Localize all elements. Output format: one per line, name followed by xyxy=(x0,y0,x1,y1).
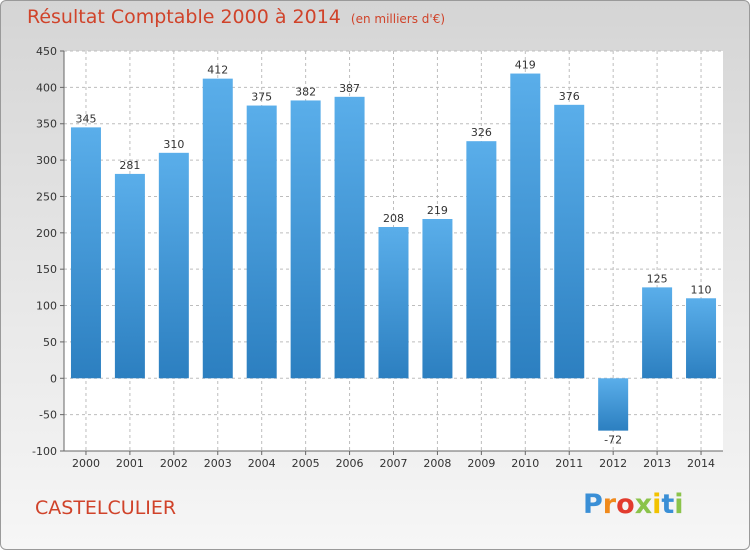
bar xyxy=(334,96,365,379)
logo-letter: x xyxy=(634,489,653,520)
bar xyxy=(510,73,541,379)
bar xyxy=(642,287,673,379)
y-tick-label: 450 xyxy=(36,45,57,58)
x-tick-label: 2001 xyxy=(116,457,144,470)
x-tick-label: 2013 xyxy=(643,457,671,470)
bar xyxy=(598,378,629,431)
logo-letter: i xyxy=(652,489,662,520)
data-label: 326 xyxy=(471,126,492,139)
data-label: 208 xyxy=(383,212,404,225)
data-label: 376 xyxy=(559,90,580,103)
x-tick-label: 2006 xyxy=(336,457,364,470)
x-tick-label: 2000 xyxy=(72,457,100,470)
y-tick-label: 50 xyxy=(43,336,57,349)
bar xyxy=(70,127,101,379)
proxiti-logo: Proxiti xyxy=(583,489,684,520)
bar xyxy=(158,152,189,379)
y-tick-label: -100 xyxy=(32,445,57,458)
logo-letter: i xyxy=(674,489,684,520)
y-tick-label: 100 xyxy=(36,300,57,313)
chart-subtitle: (en milliers d'€) xyxy=(350,12,446,26)
chart-title-text: Résultat Comptable 2000 à 2014 xyxy=(27,6,341,28)
x-tick-label: 2014 xyxy=(687,457,715,470)
data-label: 382 xyxy=(295,85,316,98)
bar xyxy=(114,173,145,379)
logo-letter: P xyxy=(583,489,603,520)
location-name: CASTELCULIER xyxy=(35,497,177,519)
x-tick-label: 2009 xyxy=(467,457,495,470)
x-tick-label: 2008 xyxy=(423,457,451,470)
y-tick-label: 250 xyxy=(36,190,57,203)
logo-letter: r xyxy=(602,489,617,520)
bar xyxy=(422,219,453,379)
data-label: -72 xyxy=(604,434,622,447)
y-tick-label: 350 xyxy=(36,118,57,131)
data-label: 375 xyxy=(251,91,272,104)
data-label: 110 xyxy=(691,283,712,296)
data-label: 125 xyxy=(647,272,668,285)
chart-title: Résultat Comptable 2000 à 2014 (en millie… xyxy=(27,6,445,28)
data-label: 345 xyxy=(75,112,96,125)
bar xyxy=(378,227,409,379)
x-tick-label: 2011 xyxy=(555,457,583,470)
data-label: 281 xyxy=(119,159,140,172)
x-tick-label: 2003 xyxy=(204,457,232,470)
bar xyxy=(290,100,321,379)
y-tick-label: 200 xyxy=(36,227,57,240)
x-tick-label: 2005 xyxy=(292,457,320,470)
y-tick-label: 150 xyxy=(36,263,57,276)
data-label: 310 xyxy=(163,138,184,151)
logo-letter: t xyxy=(661,489,675,520)
x-tick-label: 2007 xyxy=(380,457,408,470)
data-label: 219 xyxy=(427,204,448,217)
y-tick-label: -50 xyxy=(39,409,57,422)
bar xyxy=(466,141,497,379)
x-tick-label: 2010 xyxy=(511,457,539,470)
data-label: 419 xyxy=(515,59,536,72)
x-tick-label: 2012 xyxy=(599,457,627,470)
data-label: 387 xyxy=(339,82,360,95)
x-tick-label: 2004 xyxy=(248,457,276,470)
bar xyxy=(246,105,277,379)
logo-letter: o xyxy=(616,489,635,520)
y-tick-label: 400 xyxy=(36,81,57,94)
data-label: 412 xyxy=(207,64,228,77)
bar xyxy=(686,298,717,379)
x-tick-label: 2002 xyxy=(160,457,188,470)
bar xyxy=(202,78,233,379)
y-tick-label: 300 xyxy=(36,154,57,167)
y-tick-label: 0 xyxy=(50,372,57,385)
bar xyxy=(554,104,585,379)
